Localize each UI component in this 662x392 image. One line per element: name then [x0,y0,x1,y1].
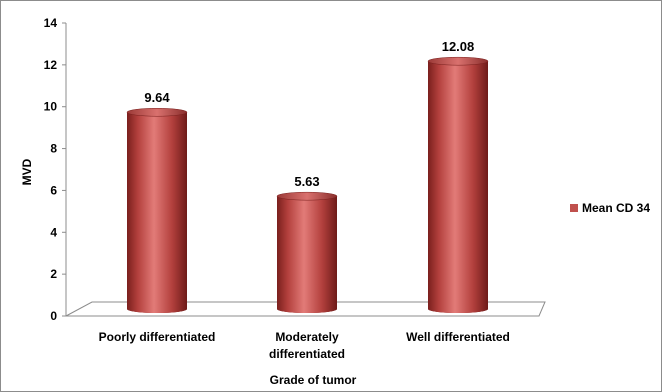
x-tick-label: Poorly differentiated [99,330,216,344]
bar-cap [126,107,188,117]
bar-body [277,196,337,313]
x-tick-label: Moderately differentiated [269,330,345,361]
y-tick-label: 8 [50,142,57,156]
y-tick-label: 12 [44,58,58,72]
y-tick-label: 0 [50,309,57,323]
data-label: 9.64 [144,90,170,105]
y-axis-title: MVD [20,158,34,185]
bar-body [428,61,488,313]
data-label: 5.63 [294,174,319,189]
legend-swatch [570,204,578,212]
legend: Mean CD 34 [570,201,650,215]
bar [126,107,188,314]
bar-cap [276,191,338,201]
bar [276,191,338,313]
legend-label: Mean CD 34 [582,201,650,215]
y-tick-label: 2 [50,267,57,281]
x-tick-label: Well differentiated [406,330,510,344]
y-tick-label: 14 [44,16,58,30]
x-axis-title: Grade of tumor [270,373,357,387]
y-tick-label: 10 [44,100,58,114]
bar-body [127,112,187,314]
bar-cap [427,56,489,66]
data-label: 12.08 [442,39,475,54]
bar [427,56,489,313]
y-tick-label: 6 [50,183,57,197]
y-tick-label: 4 [50,225,57,239]
